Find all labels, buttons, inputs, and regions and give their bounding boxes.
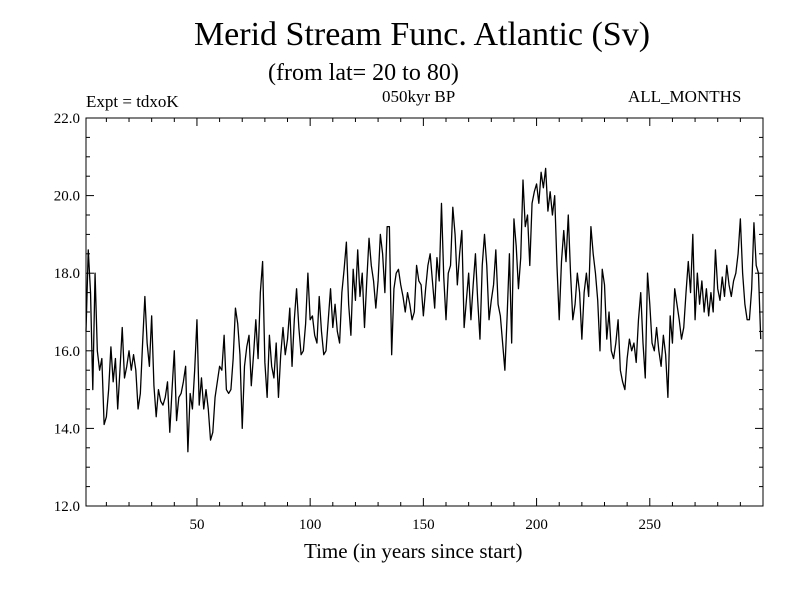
x-tick-label: 150 [412,517,435,533]
y-tick-label: 12.0 [54,499,80,515]
x-axis-label: Time (in years since start) [304,539,523,563]
y-tick-label: 18.0 [54,266,80,282]
axis-tick-labels: 12.0 14.0 16.0 18.0 20.0 22.0 50 100 150 200 250 [54,111,661,533]
y-tick-label: 20.0 [54,189,80,205]
chart-subtitle: (from lat= 20 to 80) [268,60,459,86]
x-tick-label: 200 [525,517,548,533]
axis-ticks [86,117,764,507]
y-tick-label: 16.0 [54,344,80,360]
months-label: ALL_MONTHS [628,87,742,106]
x-tick-label: 100 [299,517,322,533]
series-line [85,167,762,453]
y-tick-label: 14.0 [54,421,80,437]
y-tick-label: 22.0 [54,111,80,127]
x-tick-label: 50 [189,517,204,533]
x-tick-label: 250 [639,517,662,533]
experiment-label: Expt = tdxoK [86,92,179,111]
chart-title: Merid Stream Func. Atlantic (Sv) [193,16,651,53]
period-label: 050kyr BP [382,87,456,106]
